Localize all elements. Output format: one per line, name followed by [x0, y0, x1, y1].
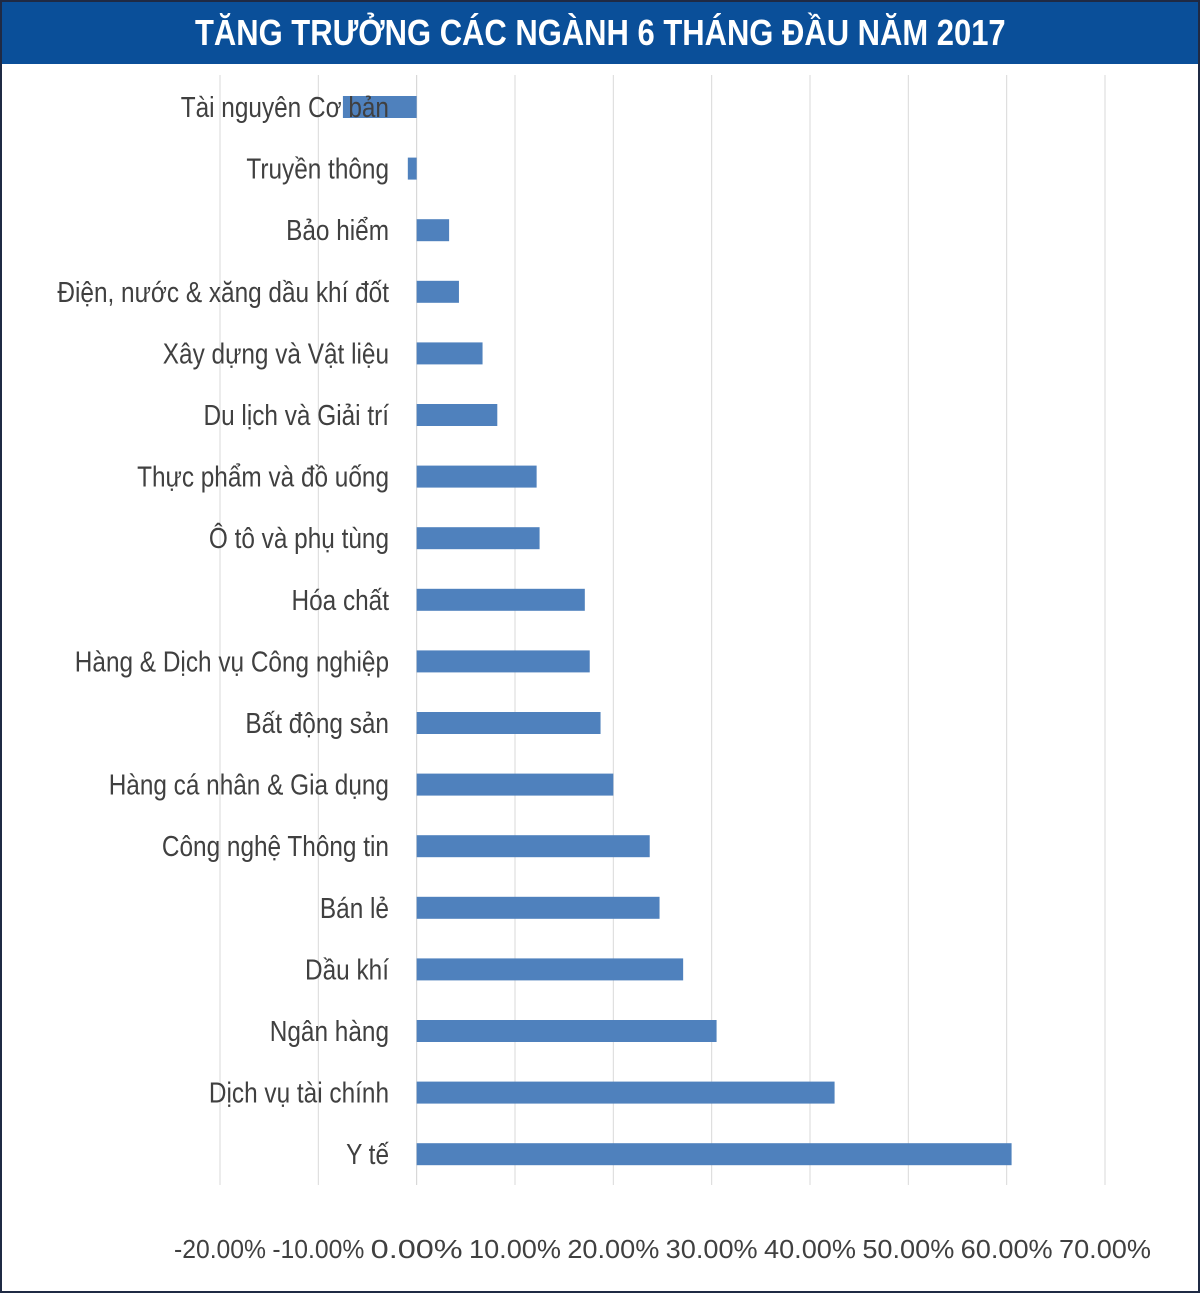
category-label: Điện, nước & xăng dầu khí đốt	[57, 277, 389, 309]
bar	[416, 835, 650, 858]
category-label: Xây dựng và Vật liệu	[163, 338, 389, 370]
category-label: Dịch vụ tài chính	[209, 1078, 389, 1110]
bars	[342, 96, 1012, 1166]
chart-title-bar: TĂNG TRƯỞNG CÁC NGÀNH 6 THÁNG ĐẦU NĂM 20…	[2, 2, 1198, 64]
bar	[416, 219, 450, 242]
bar	[416, 896, 660, 919]
bar	[416, 527, 540, 550]
bar	[416, 1020, 717, 1042]
category-label: Bán lẻ	[320, 893, 389, 925]
x-tick-label: 10.00%	[469, 1234, 561, 1264]
bar	[416, 404, 498, 426]
x-tick-label: 50.00%	[862, 1234, 954, 1264]
x-axis-tick-labels: -20.00% -10.00% 0.00% 10.00% 20.00% 30.00% 40.…	[174, 1234, 1151, 1264]
bar	[416, 958, 684, 981]
category-label: Du lịch và Giải trí	[204, 400, 390, 432]
bar	[342, 96, 417, 118]
category-label: Hàng cá nhân & Gia dụng	[109, 770, 389, 802]
category-label: Công nghệ Thông tin	[162, 831, 389, 863]
x-tick-label: 0.00%	[371, 1234, 463, 1264]
x-tick-label: -20.00%	[174, 1234, 266, 1264]
category-label: Dầu khí	[305, 954, 389, 986]
x-tick-label: 20.00%	[567, 1234, 659, 1264]
bar	[416, 342, 483, 365]
category-label: Thực phẩm và đồ uống	[137, 462, 389, 494]
category-label: Ô tô và phụ tùng	[209, 521, 389, 555]
category-label: Bất động sản	[245, 708, 389, 740]
category-labels: Tài nguyên Cơ bản Truyền thông Bảo hiểm Điệ…	[57, 92, 389, 1171]
category-label: Hàng & Dịch vụ Công nghiệp	[75, 646, 389, 678]
bar	[416, 1143, 1012, 1166]
bar	[416, 465, 537, 488]
category-label: Y tế	[346, 1139, 389, 1171]
grid-lines	[219, 75, 1106, 1185]
x-tick-label: 40.00%	[764, 1234, 856, 1264]
bar	[416, 712, 601, 734]
category-label: Truyền thông	[246, 154, 389, 186]
category-label: Hóa chất	[292, 585, 390, 617]
category-label: Ngân hàng	[270, 1016, 389, 1048]
bar	[407, 157, 417, 180]
bar	[416, 773, 614, 796]
bar	[416, 280, 459, 303]
x-tick-label: -10.00%	[272, 1234, 364, 1264]
x-tick-label: 70.00%	[1059, 1234, 1151, 1264]
bar	[416, 650, 590, 673]
x-tick-label: 30.00%	[666, 1234, 758, 1264]
x-tick-label: 60.00%	[961, 1234, 1053, 1264]
bar	[416, 588, 585, 611]
chart-title: TĂNG TRƯỞNG CÁC NGÀNH 6 THÁNG ĐẦU NĂM 20…	[194, 12, 1006, 53]
category-label: Bảo hiểm	[286, 215, 389, 247]
bar	[416, 1081, 835, 1104]
category-label: Tài nguyên Cơ bản	[181, 92, 389, 124]
